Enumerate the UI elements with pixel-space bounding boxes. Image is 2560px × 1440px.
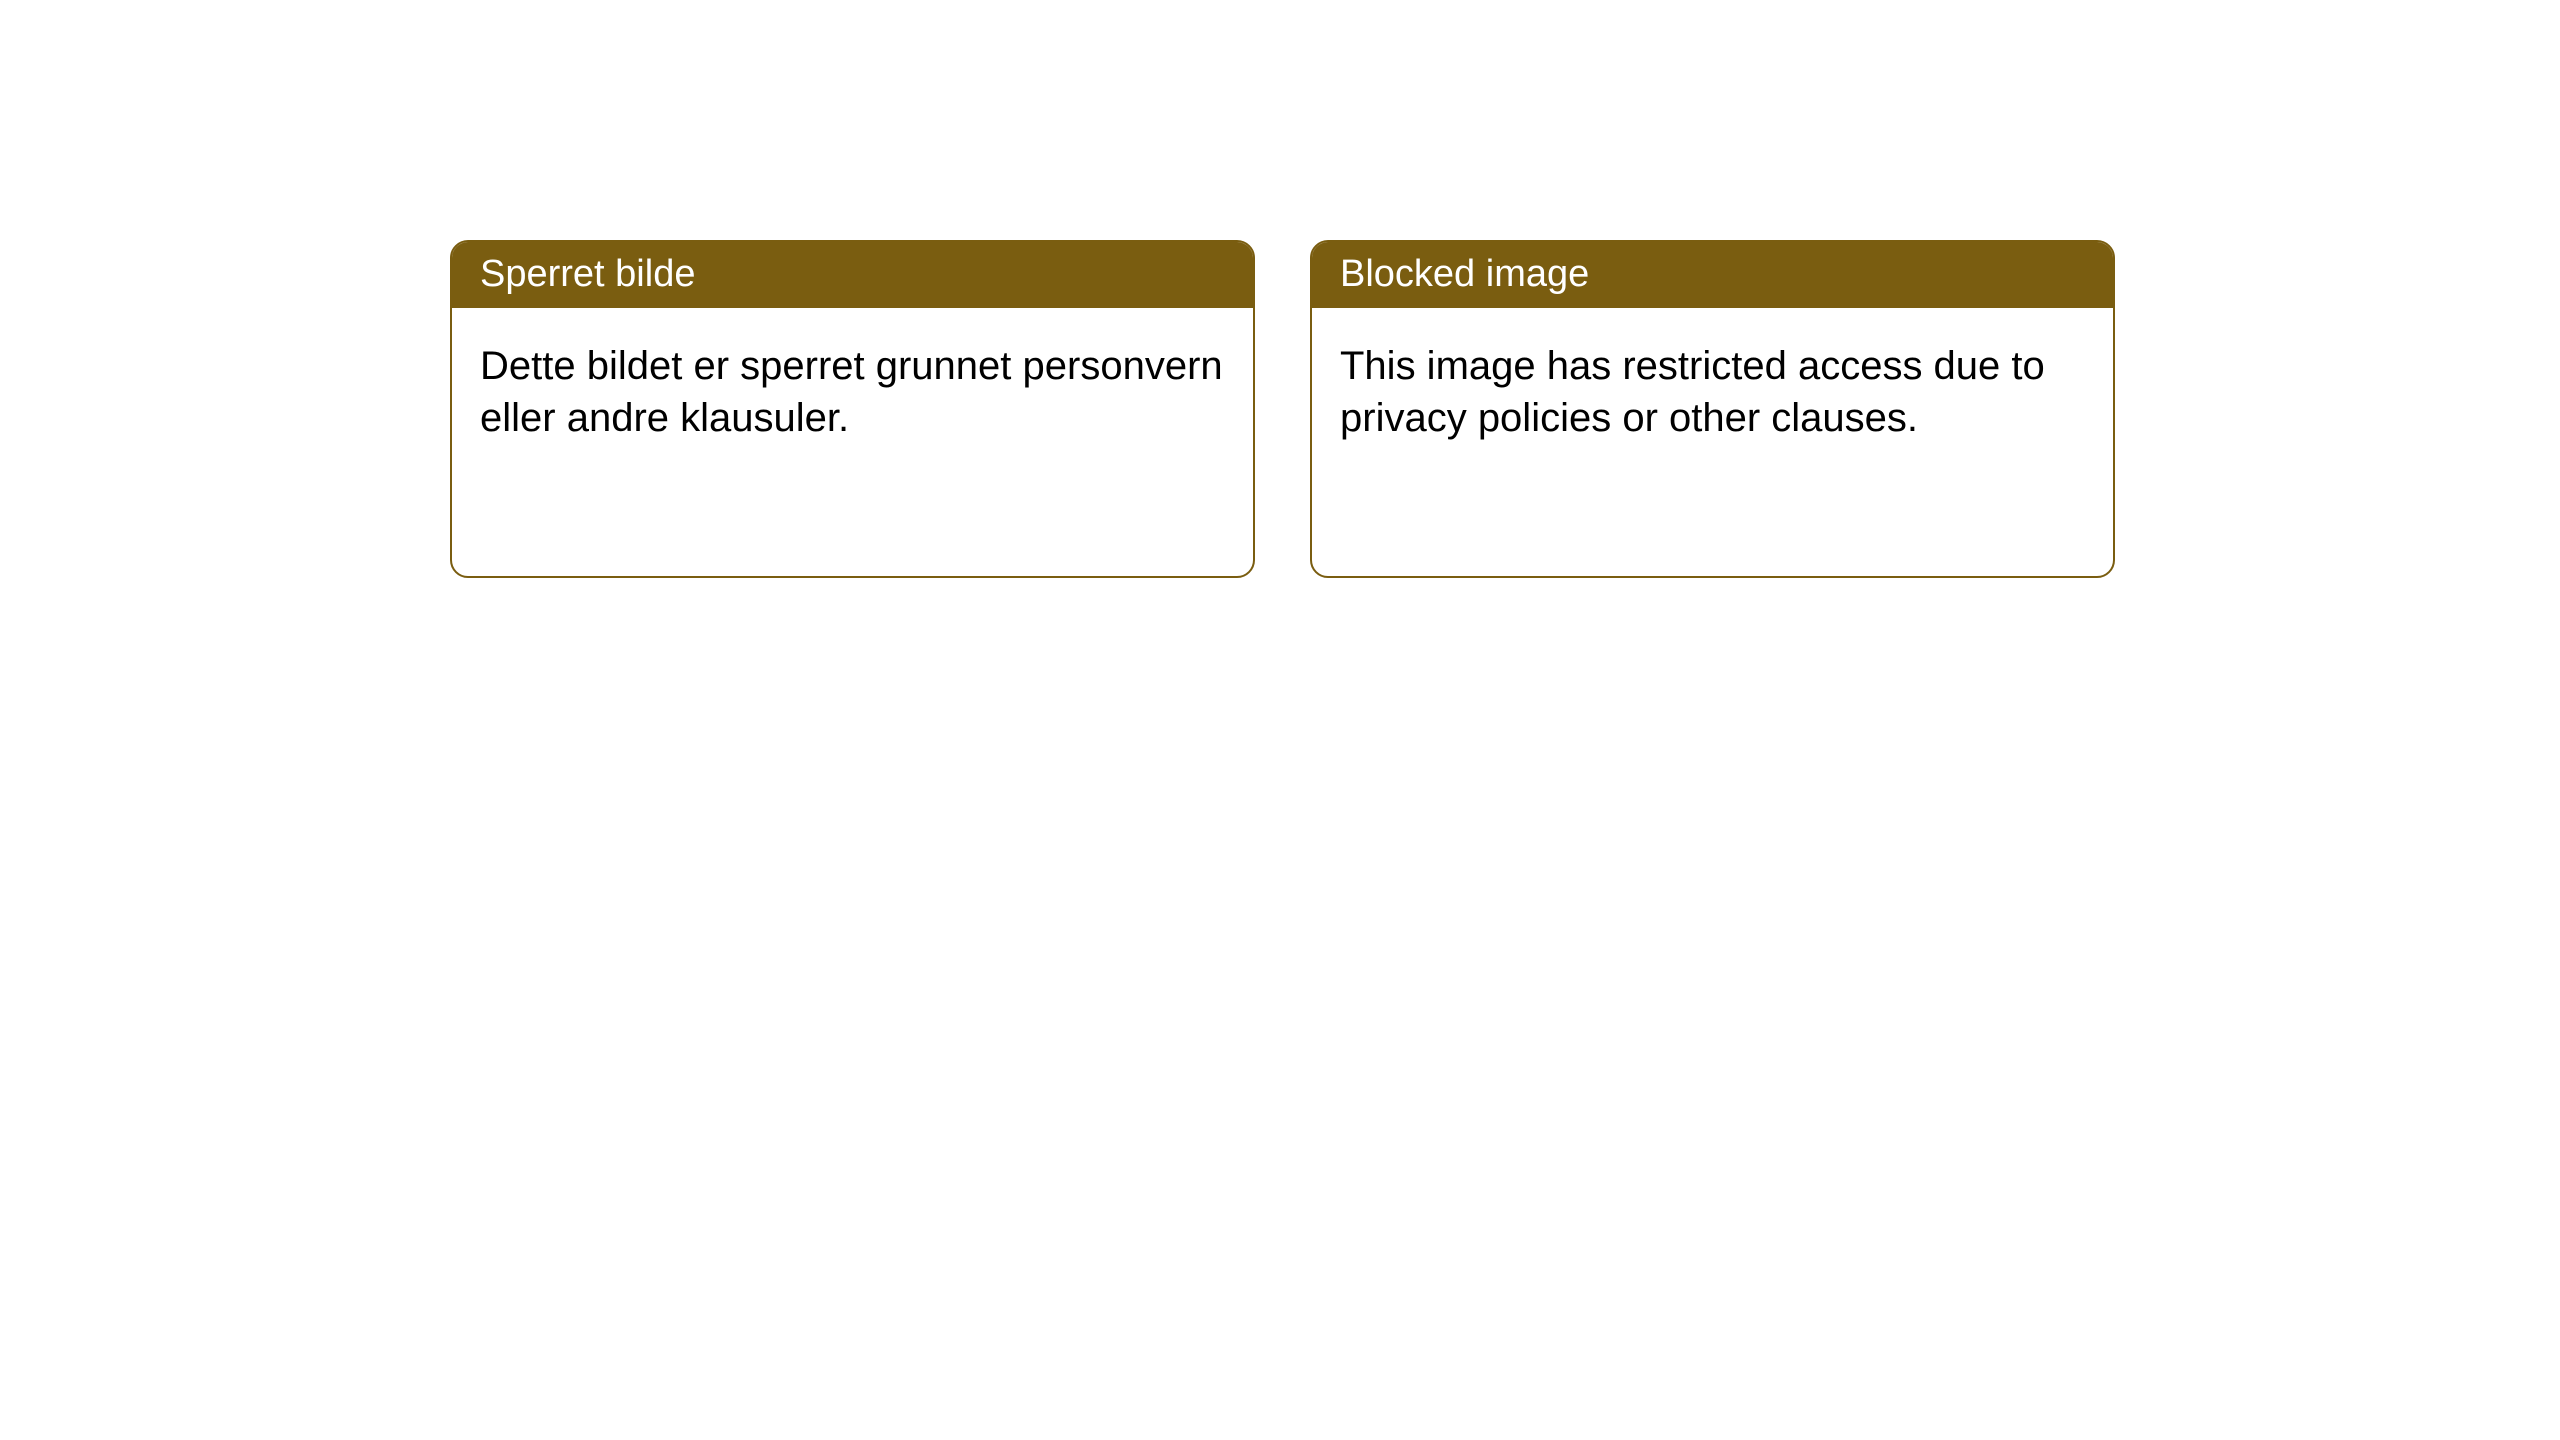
notice-header-norwegian: Sperret bilde — [452, 242, 1253, 308]
notice-body-norwegian: Dette bildet er sperret grunnet personve… — [452, 308, 1253, 476]
notice-body-english: This image has restricted access due to … — [1312, 308, 2113, 476]
notice-container: Sperret bilde Dette bildet er sperret gr… — [0, 0, 2560, 578]
notice-card-english: Blocked image This image has restricted … — [1310, 240, 2115, 578]
notice-header-english: Blocked image — [1312, 242, 2113, 308]
notice-card-norwegian: Sperret bilde Dette bildet er sperret gr… — [450, 240, 1255, 578]
